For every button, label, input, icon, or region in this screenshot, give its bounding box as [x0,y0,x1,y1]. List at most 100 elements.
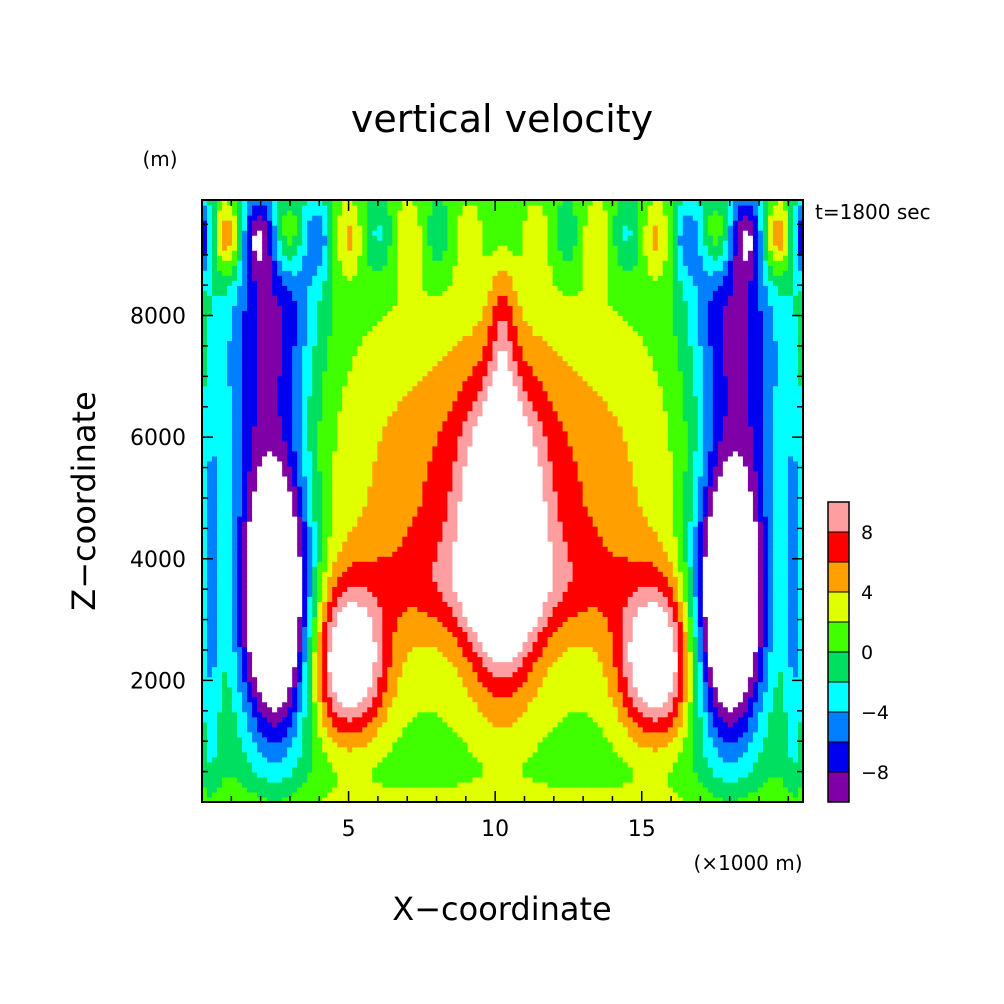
contour-cell [547,591,564,597]
contour-cell [712,435,724,442]
contour-cell [632,325,674,332]
contour-cell [697,480,709,487]
contour-cell [252,255,258,261]
contour-cell [327,250,333,256]
contour-cell [542,606,554,612]
contour-cell [787,726,799,733]
contour-cell [387,210,398,216]
contour-cell [757,686,769,693]
contour-cell [707,626,759,633]
contour-cell [352,200,368,206]
contour-cell [257,315,283,321]
contour-cell [377,445,433,452]
contour-cell [522,766,634,773]
contour-cell [772,415,803,422]
contour-cell [467,686,489,693]
contour-cell [202,385,233,392]
contour-cell [302,390,313,397]
contour-cell [702,626,709,633]
contour-cell [782,255,789,261]
contour-cell [447,415,469,422]
contour-cell [547,516,559,522]
contour-cell [632,465,674,472]
contour-cell [412,521,443,527]
contour-cell [232,521,238,527]
contour-cell [762,646,774,653]
contour-cell [792,300,803,306]
contour-cell [472,696,534,703]
contour-cell [242,475,248,482]
contour-cell [702,681,709,688]
contour-cell [762,385,774,392]
contour-cell [207,345,228,352]
contour-cell [452,586,554,592]
contour-cell [712,425,724,432]
contour-cell [367,245,388,251]
contour-cell [337,440,378,447]
contour-cell [752,495,759,502]
contour-cell [567,430,624,437]
contour-cell [762,485,774,492]
contour-cell [322,415,338,422]
contour-cell [552,546,569,552]
contour-cell [302,681,308,688]
contour-cell [712,701,724,708]
contour-cell [432,255,443,261]
contour-cell [727,250,734,256]
contour-cell [547,731,604,738]
contour-cell [302,511,308,517]
contour-cell [242,200,248,206]
contour-cell [377,601,449,607]
contour-cell [687,631,694,638]
contour-cell [207,576,218,582]
contour-cell [302,235,308,241]
contour-cell [202,781,223,788]
contour-cell [687,606,694,612]
contour-cell [482,400,524,407]
contour-cell [757,541,764,547]
contour-cell [677,250,684,256]
contour-cell [372,696,383,703]
contour-cell [207,661,218,668]
contour-cell [312,460,318,467]
contour-cell [687,681,694,688]
contour-cell [327,666,373,673]
contour-cell [667,611,674,617]
contour-cell [547,641,614,648]
contour-cell [207,340,228,347]
contour-cell [687,556,694,562]
contour-cell [632,591,664,597]
contour-cell [242,400,258,407]
contour-cell [262,240,268,246]
contour-cell [257,375,278,382]
contour-cell [762,245,769,251]
contour-cell [727,410,749,417]
contour-cell [762,210,769,216]
contour-cell [672,586,679,592]
contour-cell [482,355,494,362]
contour-cell [247,305,258,311]
contour-cell [232,440,243,447]
contour-cell [527,706,619,713]
contour-cell [352,225,363,231]
contour-cell [257,405,278,412]
contour-cell [202,265,208,271]
contour-cell [677,616,684,622]
contour-cell [562,355,654,362]
contour-cell [627,596,669,602]
contour-cell [772,516,789,522]
contour-cell [312,375,323,382]
contour-cell [477,395,489,402]
contour-cell [672,275,679,281]
contour-cell [302,686,308,693]
contour-cell [702,511,709,517]
contour-cell [437,546,454,552]
contour-cell [742,455,754,462]
contour-cell [657,586,674,592]
contour-cell [382,646,393,653]
contour-cell [467,621,539,628]
contour-cell [312,355,328,362]
contour-cell [367,611,383,617]
contour-cell [762,205,769,211]
contour-cell [692,495,699,502]
